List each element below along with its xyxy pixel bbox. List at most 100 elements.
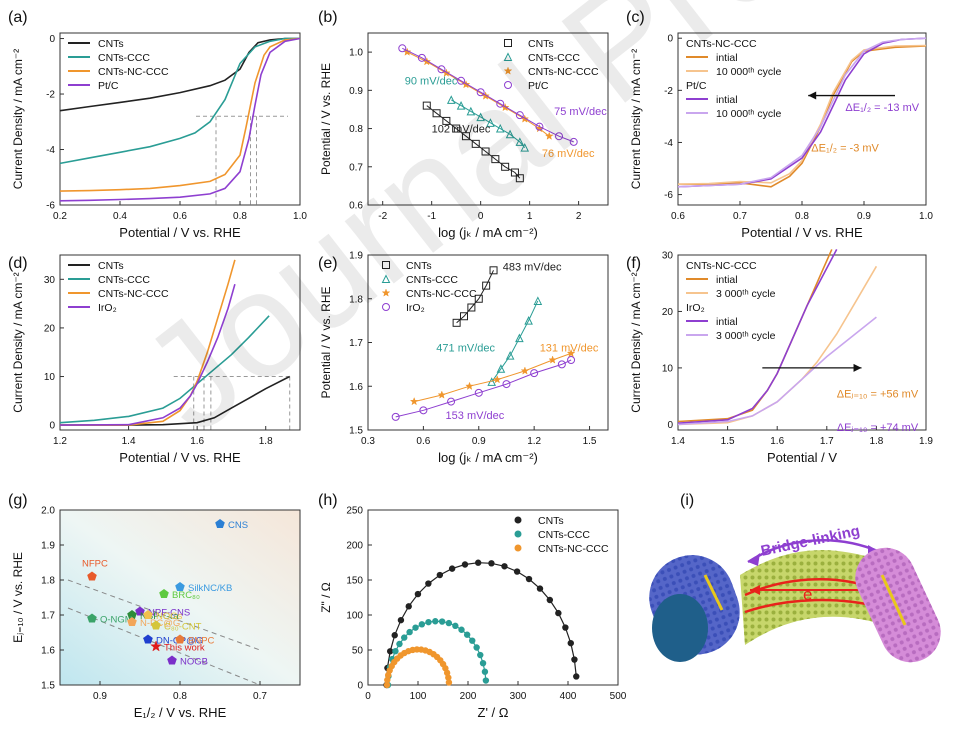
data-point xyxy=(87,613,97,623)
point-label: BNPC xyxy=(188,636,215,647)
data-point xyxy=(135,606,145,616)
data-point xyxy=(482,281,491,290)
data-point xyxy=(175,582,185,591)
legend-swatch xyxy=(382,261,390,269)
data-point xyxy=(476,112,485,122)
y-tick-label: 0 xyxy=(667,34,673,45)
y-axis-label: Current Density / mA cm⁻² xyxy=(11,49,25,189)
x-tick-label: -1 xyxy=(427,211,436,222)
point-label: CNS xyxy=(228,520,248,531)
series-line xyxy=(60,375,291,426)
y-axis-label: Potential / V vs. RHE xyxy=(319,286,333,398)
data-point xyxy=(474,559,482,566)
data-point xyxy=(383,681,391,689)
x-axis-label: log (jₖ / mA cm⁻²) xyxy=(438,450,538,465)
data-point xyxy=(548,355,558,364)
data-point xyxy=(567,356,576,364)
x-tick-label: 1.5 xyxy=(583,436,597,447)
y-tick-label: 0.8 xyxy=(349,124,363,135)
y-tick-label: 30 xyxy=(662,251,674,262)
series-line xyxy=(677,249,838,424)
data-point xyxy=(396,640,403,648)
y-tick-label: 1.8 xyxy=(41,576,55,587)
x-tick-label: 500 xyxy=(610,691,627,702)
data-point xyxy=(515,137,525,146)
series-line xyxy=(59,37,300,165)
data-point xyxy=(463,631,471,638)
data-point xyxy=(437,390,447,399)
data-point xyxy=(562,624,569,631)
legend-label: 3 000ᵗʰ cycle xyxy=(716,330,776,342)
data-point xyxy=(447,397,456,406)
data-point xyxy=(510,168,519,177)
legend-swatch xyxy=(381,274,391,283)
legend-label: Pt/C xyxy=(528,80,549,92)
data-point xyxy=(384,676,391,684)
data-point xyxy=(419,406,428,415)
y-axis-label: Eⱼ₌₁₀ / V vs. RHE xyxy=(11,552,25,643)
data-point xyxy=(546,596,554,604)
data-point xyxy=(525,575,533,583)
data-point xyxy=(452,124,461,133)
annotation: ΔEⱼ₌₁₀ = +56 mV xyxy=(837,388,919,400)
annotation: 483 mV/dec xyxy=(503,261,562,273)
point-label: SilkNC/KB xyxy=(188,583,232,594)
legend-label: CNTs-CCC xyxy=(538,529,590,541)
data-point xyxy=(425,580,432,587)
legend-group-title: CNTs-NC-CCC xyxy=(686,38,757,50)
y-axis-label: Current Density / mA cm⁻² xyxy=(629,272,643,412)
legend-label: CNTs xyxy=(406,260,432,272)
data-point xyxy=(438,618,446,625)
y-tick-label: 20 xyxy=(662,307,674,318)
panel-label: (h) xyxy=(318,492,338,509)
chart-panel: (g) 0.9 0.8 0.7 1.5 1.6 1.7 1.8 1.9 2.0 E₁/₂ / V v… xyxy=(8,492,301,720)
plot-frame xyxy=(367,32,609,206)
legend-swatch xyxy=(503,66,513,75)
x-axis-label: Potential / V vs. RHE xyxy=(741,225,863,240)
legend-label: CNTs xyxy=(98,38,124,50)
y-tick-label: 0 xyxy=(49,34,55,45)
x-tick-label: 0.6 xyxy=(173,211,187,222)
data-point xyxy=(482,677,490,684)
panel-label: (e) xyxy=(318,255,338,272)
data-point xyxy=(555,609,562,617)
legend-swatch xyxy=(514,544,522,552)
carbon-nanotube-right-illustration xyxy=(855,547,941,663)
data-point xyxy=(392,647,399,655)
data-point xyxy=(409,396,419,406)
legend-swatch xyxy=(514,530,522,538)
fit-line xyxy=(426,105,521,179)
data-point xyxy=(445,674,452,681)
panel-label: (d) xyxy=(8,255,28,272)
x-tick-label: 0.3 xyxy=(361,436,375,447)
y-tick-label: 50 xyxy=(352,646,364,657)
legend-label: CNTs-NC-CCC xyxy=(98,288,169,300)
y-tick-label: 1.6 xyxy=(41,646,55,657)
x-tick-label: 1.6 xyxy=(770,436,784,447)
annotation: 471 mV/dec xyxy=(436,342,495,354)
y-tick-label: -2 xyxy=(664,86,673,97)
data-point xyxy=(515,333,524,343)
legend-label: 3 000ᵗʰ cycle xyxy=(716,288,776,300)
data-point xyxy=(573,673,580,680)
panel-label: (c) xyxy=(626,9,645,26)
fit-line xyxy=(491,300,539,383)
legend-swatch xyxy=(381,288,391,297)
legend-label: IrO₂ xyxy=(406,302,425,314)
carbon-nanotube-left-illustration xyxy=(649,555,740,662)
data-point xyxy=(557,360,566,369)
x-axis-label: E₁/₂ / V vs. RHE xyxy=(134,705,227,720)
x-tick-label: 1.2 xyxy=(527,436,541,447)
x-tick-label: 0.8 xyxy=(173,691,187,702)
data-point xyxy=(386,648,394,655)
data-point xyxy=(159,589,169,598)
data-point xyxy=(571,656,578,663)
y-tick-label: 0 xyxy=(667,420,673,431)
y-tick-label: -6 xyxy=(664,190,673,201)
panel-label: (i) xyxy=(680,492,694,509)
data-point xyxy=(569,137,578,146)
y-tick-label: 1.7 xyxy=(349,338,363,349)
arrow-head xyxy=(808,91,817,100)
data-point xyxy=(127,610,137,619)
series-line xyxy=(59,37,300,112)
